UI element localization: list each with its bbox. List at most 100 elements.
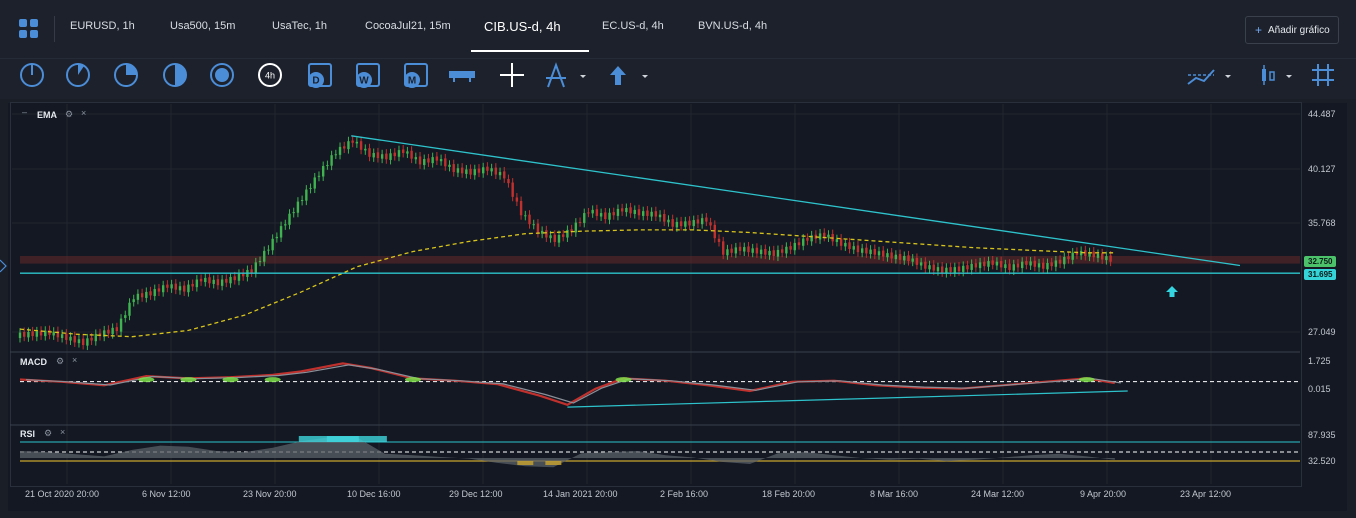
add-chart-button[interactable]: + Añadir gráfico bbox=[1245, 16, 1339, 44]
candle-body bbox=[776, 249, 780, 257]
candle-body bbox=[81, 338, 85, 346]
candle-body bbox=[599, 213, 603, 217]
candle-body bbox=[903, 255, 906, 261]
candle-body bbox=[1088, 252, 1091, 257]
drawing-compass-icon[interactable] bbox=[546, 62, 586, 88]
candle-body bbox=[797, 242, 801, 246]
candle-body bbox=[1071, 252, 1074, 260]
timeframe-4h-label: 4h bbox=[265, 71, 275, 81]
calendar-w-icon[interactable]: W bbox=[356, 63, 380, 88]
timeframe-2-icon[interactable] bbox=[66, 63, 90, 87]
candle-body bbox=[73, 336, 76, 343]
candle-body bbox=[747, 246, 750, 253]
candle-body bbox=[700, 218, 704, 225]
candle-body bbox=[869, 249, 872, 255]
candle-body bbox=[18, 332, 22, 339]
arrow-up-icon[interactable] bbox=[610, 66, 648, 85]
candle-body bbox=[456, 168, 460, 173]
timeframe-1-icon[interactable] bbox=[20, 63, 44, 87]
candle-body bbox=[132, 299, 135, 303]
timeframe-3-icon[interactable] bbox=[114, 63, 138, 87]
ruler-icon[interactable] bbox=[449, 71, 475, 82]
candle-body bbox=[882, 250, 885, 257]
candle-body bbox=[1058, 259, 1062, 264]
price-tick: 44.487 bbox=[1308, 109, 1336, 119]
candle-body bbox=[153, 289, 156, 297]
macd-close-icon[interactable]: × bbox=[72, 355, 78, 365]
candle-body bbox=[987, 261, 990, 267]
candle-body bbox=[549, 235, 552, 239]
candle-body bbox=[970, 263, 973, 270]
ema-close-icon[interactable]: × bbox=[81, 108, 87, 118]
candle-body bbox=[178, 286, 182, 291]
candle-body bbox=[469, 168, 472, 175]
tab-cib-active[interactable]: CIB.US-d, 4h bbox=[484, 19, 561, 34]
candle-body bbox=[52, 331, 55, 336]
candle-body bbox=[503, 171, 506, 179]
candle-body bbox=[578, 221, 582, 223]
chart-area[interactable] bbox=[8, 103, 1347, 511]
candle-body bbox=[755, 247, 759, 254]
candle-body bbox=[856, 245, 860, 253]
candle-body bbox=[107, 329, 110, 334]
candle-type-icon[interactable] bbox=[1262, 65, 1292, 85]
candle-body bbox=[583, 213, 586, 223]
active-tab-indicator bbox=[471, 50, 589, 52]
candle-body bbox=[90, 337, 93, 341]
candle-body bbox=[658, 214, 662, 218]
candle-body bbox=[313, 177, 316, 189]
candle-body bbox=[452, 164, 455, 173]
candle-body bbox=[642, 211, 645, 216]
candle-body bbox=[465, 169, 468, 174]
tab-cocoa[interactable]: CocoaJul21, 15m bbox=[365, 20, 451, 32]
candle-body bbox=[764, 248, 767, 255]
candle-body bbox=[27, 331, 30, 338]
candle-body bbox=[633, 209, 636, 215]
tab-usa500[interactable]: Usa500, 15m bbox=[170, 20, 236, 32]
candle-body bbox=[953, 267, 957, 273]
timeframe-5-icon[interactable] bbox=[210, 63, 234, 87]
rsi-tick: 32.520 bbox=[1308, 456, 1336, 466]
candle-body bbox=[806, 237, 809, 241]
date-tick: 2 Feb 16:00 bbox=[660, 489, 709, 499]
candle-body bbox=[894, 254, 898, 260]
rsi-settings-icon[interactable]: ⚙ bbox=[44, 428, 53, 438]
date-tick: 8 Mar 16:00 bbox=[870, 489, 919, 499]
timeframe-4-icon[interactable] bbox=[163, 63, 187, 87]
candle-body bbox=[380, 154, 384, 159]
candle-body bbox=[595, 209, 599, 216]
date-tick: 24 Mar 12:00 bbox=[971, 489, 1025, 499]
crosshair-icon[interactable] bbox=[500, 63, 524, 87]
tab-usatec[interactable]: UsaTec, 1h bbox=[272, 20, 328, 32]
rsi-close-icon[interactable]: × bbox=[60, 427, 66, 437]
tab-ec[interactable]: EC.US-d, 4h bbox=[602, 20, 664, 32]
calendar-d-icon[interactable]: D bbox=[308, 63, 332, 88]
tab-eurusd[interactable]: EURUSD, 1h bbox=[70, 20, 135, 32]
candle-body bbox=[738, 246, 742, 251]
candle-body bbox=[574, 222, 578, 233]
calendar-m-icon[interactable]: M bbox=[404, 63, 428, 88]
ema-settings-icon[interactable]: ⚙ bbox=[65, 109, 74, 119]
level-price-badge: 31.695 bbox=[1304, 269, 1337, 280]
candle-body bbox=[709, 222, 712, 226]
candle-body bbox=[31, 331, 34, 337]
candle-body bbox=[919, 262, 923, 266]
candle-body bbox=[713, 224, 716, 239]
macd-histogram-bar bbox=[1078, 377, 1095, 383]
candle-body bbox=[515, 197, 519, 202]
candle-body bbox=[473, 169, 476, 176]
candle-body bbox=[389, 153, 392, 160]
tab-bvn[interactable]: BVN.US-d, 4h bbox=[698, 20, 768, 32]
date-tick: 6 Nov 12:00 bbox=[142, 489, 191, 499]
candle-body bbox=[759, 249, 763, 255]
grid-icon[interactable] bbox=[1312, 64, 1334, 86]
timeframe-4h-icon[interactable]: 4h bbox=[258, 63, 282, 87]
tab-separator bbox=[54, 16, 55, 42]
macd-settings-icon[interactable]: ⚙ bbox=[56, 356, 65, 366]
plot-border bbox=[10, 102, 1302, 487]
layout-grid-icon[interactable] bbox=[19, 19, 39, 39]
indicators-icon[interactable] bbox=[1187, 69, 1231, 85]
collapse-icon[interactable]: – bbox=[22, 107, 28, 117]
candle-body bbox=[161, 285, 165, 293]
